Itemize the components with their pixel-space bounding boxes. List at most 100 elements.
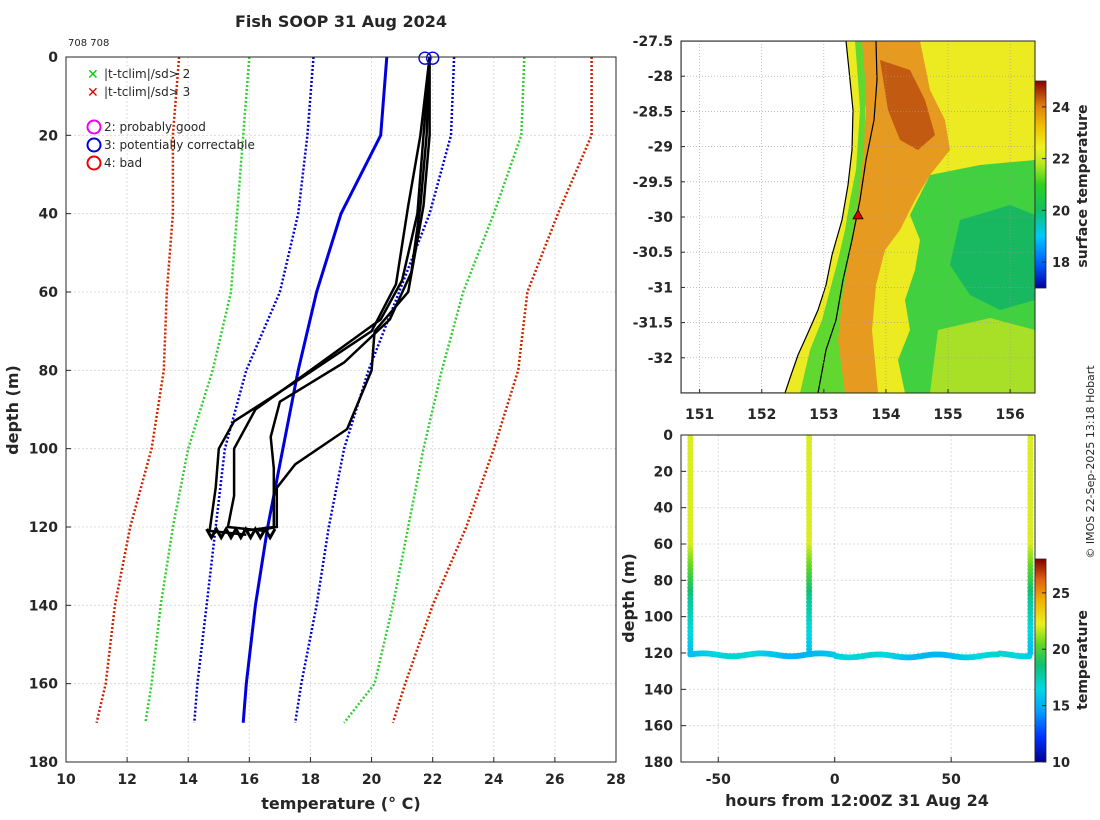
time-depth-x-tick-label: -50 [706,772,732,788]
time-depth-x-ticks: -50 0 50 [706,757,961,788]
profile-y-tick-label: 100 [29,442,58,458]
sst-colorbar-label: surface temperature [1075,104,1091,267]
temperature-profile-line [226,57,431,533]
legend-entry-sd3: ✕ |t-tclim|/sd> 3 [87,85,190,101]
profile-y-tick-label: 140 [29,598,58,614]
legend-label-flag3: 3: potentially correctable [104,138,255,152]
climatology-sd2-lower-line [193,57,315,723]
profile-y-tick-label: 120 [29,520,58,536]
profile-legend: ✕ |t-tclim|/sd> 2 ✕ |t-tclim|/sd> 3 2: p… [86,67,255,171]
profile-axes-background [66,57,616,762]
time-depth-y-tick-label: 80 [654,573,674,589]
id-label: 708 708 [68,38,109,49]
credit-text: © IMOS 22-Sep-2025 13:18 Hobart [1084,365,1097,559]
profile-x-tick-label: 28 [606,772,625,788]
profile-x-label: temperature (° C) [261,794,420,813]
profile-surface-markers [418,51,440,65]
sst-yellow-green-patch [930,318,1035,393]
temperature-profile-line [255,57,431,533]
temperature-colorbar-ticks: 10 15 20 25 [1042,587,1070,771]
legend-entry-flag3: 3: potentially correctable [86,137,255,153]
sst-dark-core [880,60,935,150]
temperature-colorbar-label: temperature [1075,610,1091,710]
map-x-tick-label: 154 [871,407,900,423]
legend-x-red-marker: ✕ [87,85,99,101]
time-depth-x-tick-label: 50 [941,772,961,788]
profile-x-tick-label: 26 [545,772,564,788]
legend-entry-flag2: 2: probably good [86,119,206,135]
time-depth-y-label: depth (m) [619,553,638,643]
sst-colorbar-tick-label: 18 [1052,256,1070,271]
map-y-tick-label: -31.5 [633,316,673,332]
legend-entry-sd2: ✕ |t-tclim|/sd> 2 [87,67,190,83]
profile-y-tick-label: 80 [39,363,59,379]
legend-label-sd2: |t-tclim|/sd> 2 [104,67,190,81]
map-panel: 151 152 153 154 155 156 -27.5 -28 -28.5 -29 -29.5… [633,34,1091,423]
climatology-sd4-lower-line [95,57,181,724]
temperature-colorbar-tick-label: 15 [1052,700,1070,715]
time-depth-axes-background [681,435,1035,762]
profile-y-tick-label: 160 [29,677,58,693]
legend-label-flag4: 4: bad [104,156,142,170]
temperature-colorbar [1034,558,1047,763]
time-depth-y-tick-label: 160 [644,719,673,735]
profile-y-label: depth (m) [3,365,22,455]
cast-location-marker [852,209,864,220]
sst-colorbar [1034,80,1047,289]
profile-x-tick-label: 20 [362,772,382,788]
map-x-tick-label: 153 [809,407,838,423]
legend-circle-blue-marker [86,137,102,153]
depth-contour-line [817,41,878,393]
figure-title: Fish SOOP 31 Aug 2024 [235,12,447,31]
profile-x-tick-label: 12 [117,772,136,788]
profile-y-tick-label: 40 [39,207,59,223]
profile-x-tick-label: 22 [423,772,442,788]
legend-circle-red-marker [86,155,102,171]
profile-x-tick-label: 16 [240,772,259,788]
bottom-data-point [1026,653,1033,660]
map-y-tick-label: -27.5 [633,34,673,50]
map-y-tick-label: -29 [648,140,673,156]
profile-axes-frame [65,56,617,763]
profile-x-ticks: 10 12 14 16 18 20 22 24 26 28 [56,757,626,788]
time-depth-y-tick-label: 100 [644,610,673,626]
surface-flag-circle-marker [418,51,432,65]
time-depth-y-tick-label: 140 [644,682,673,698]
sst-colorbar-tick-label: 24 [1052,101,1070,116]
climatology-sd3-lower-line [144,57,251,723]
profile-x-tick-label: 18 [301,772,320,788]
map-y-tick-label: -30.5 [633,245,673,261]
profile-panel: 10 12 14 16 18 20 22 24 26 28 0 20 40 60 80 100 120 140 1… [3,50,626,813]
legend-x-green-marker: ✕ [87,67,99,83]
time-depth-x-tick-label: 0 [830,772,840,788]
legend-entry-flag4: 4: bad [86,155,142,171]
time-depth-y-tick-label: 20 [654,464,674,480]
temperature-colorbar-tick-label: 25 [1052,587,1070,602]
map-y-ticks: -27.5 -28 -28.5 -29 -29.5 -30 -30.5 -31 -31.5 -32 [633,34,685,367]
map-y-tick-label: -30 [648,210,674,226]
surface-flag-circle-marker [425,51,440,65]
sst-colorbar-ticks: 18 20 22 24 [1042,101,1070,271]
temperature-colorbar-tick-label: 20 [1052,643,1070,658]
legend-circle-magenta-marker [86,119,102,135]
time-depth-y-tick-label: 40 [654,501,674,517]
profile-x-tick-label: 14 [178,772,198,788]
profile-y-ticks: 0 20 40 60 80 100 120 140 160 180 [29,50,71,771]
map-x-tick-label: 152 [747,407,776,423]
profile-x-tick-label: 24 [484,772,504,788]
time-depth-y-tick-label: 120 [644,646,673,662]
temperature-colorbar-tick-label: 10 [1052,756,1070,771]
profile-y-tick-label: 180 [29,755,58,771]
sst-colorbar-tick-label: 22 [1052,153,1070,168]
temperature-profile-line [243,57,431,533]
profile-y-tick-label: 20 [39,128,59,144]
map-y-tick-label: -28.5 [633,104,673,120]
time-depth-y-tick-label: 0 [663,428,673,444]
time-depth-y-tick-label: 180 [644,755,673,771]
legend-label-sd3: |t-tclim|/sd> 3 [104,85,190,99]
map-x-tick-label: 151 [685,407,714,423]
sst-cool-eddy [950,205,1035,310]
map-x-tick-label: 155 [933,407,962,423]
time-depth-panel: -50 0 50 0 20 40 60 80 100 120 140 160 180 hours fr… [619,428,1091,810]
